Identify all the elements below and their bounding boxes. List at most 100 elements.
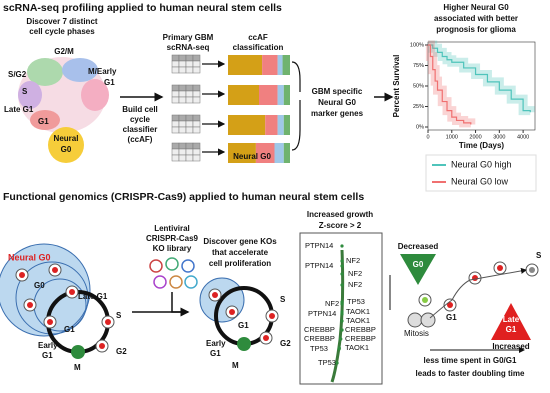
- label: Discover 7 distinct: [26, 17, 97, 26]
- scrna-tables: [171, 54, 290, 163]
- label: CRISPR-Cas9: [146, 234, 199, 243]
- gene-label: CREBBP: [345, 334, 376, 343]
- table-cell: [185, 54, 194, 62]
- label: G0: [34, 281, 45, 290]
- label: marker genes: [311, 109, 364, 118]
- table-cell: [192, 126, 201, 134]
- class-bar: [274, 143, 284, 163]
- table-cell: [171, 126, 180, 134]
- label: Lentiviral: [154, 224, 190, 233]
- gene-label: NF2: [348, 280, 362, 289]
- label: Primary GBM: [163, 33, 214, 42]
- table-cell: [178, 120, 187, 128]
- label: S: [116, 311, 122, 320]
- phase-label: Late G1: [4, 105, 34, 114]
- class-bar: [228, 55, 263, 75]
- gene-label: TP53: [318, 358, 336, 367]
- table-cell: [192, 142, 201, 150]
- gene-label: CREBBP: [304, 334, 335, 343]
- table-cell: [178, 154, 187, 162]
- x-tick-label: 1000: [446, 134, 458, 140]
- label: cell proliferation: [209, 259, 271, 268]
- gene-dot: [340, 259, 344, 263]
- label: classification: [233, 43, 284, 52]
- phase-label: G2/M: [54, 47, 74, 56]
- label: M: [232, 361, 239, 370]
- table-cell: [178, 142, 187, 150]
- label: Mitosis: [404, 329, 429, 338]
- gene-label: TP53: [347, 297, 365, 306]
- table-cell: [185, 114, 194, 122]
- label: KO library: [153, 244, 192, 253]
- table-cell: [185, 154, 194, 162]
- gene-dot: [340, 264, 344, 268]
- class-bar: [282, 55, 290, 75]
- label: Build cell: [122, 105, 158, 114]
- class-bar: [277, 115, 284, 135]
- table-cell: [185, 90, 194, 98]
- table-cell: [185, 142, 194, 150]
- label: Neural G0: [8, 252, 51, 262]
- table-cell: [192, 154, 201, 162]
- table-cell: [185, 60, 194, 68]
- gene-label: NF2: [325, 299, 339, 308]
- label: Late G1: [78, 292, 108, 301]
- table-cell: [192, 114, 201, 122]
- table-cell: [185, 148, 194, 156]
- table-cell: [178, 126, 187, 134]
- chart-title: associated with better: [434, 14, 518, 23]
- label: G0: [413, 260, 424, 269]
- table-cell: [171, 84, 180, 92]
- gene-label: NF2: [346, 256, 360, 265]
- phase-label: Neural: [54, 134, 79, 143]
- table-cell: [171, 154, 180, 162]
- table-cell: [178, 84, 187, 92]
- class-bar: [255, 143, 275, 163]
- table-cell: [185, 120, 194, 128]
- survival-chart: Higher Neural G0 associated with better pr…: [392, 3, 537, 192]
- legend-label: Neural G0 high: [451, 159, 512, 169]
- bracket: [291, 61, 301, 151]
- table-cell: [171, 114, 180, 122]
- transition-cells: [407, 261, 539, 328]
- class-bar: [283, 85, 290, 105]
- table-cell: [171, 120, 180, 128]
- virus-icons: [149, 257, 198, 289]
- table-cell: [192, 54, 201, 62]
- table-cell: [178, 66, 187, 74]
- gene-dot: [340, 283, 344, 287]
- label: Early: [38, 341, 58, 350]
- chart-title: Higher Neural G0: [443, 3, 509, 12]
- survival-curve: [428, 44, 531, 113]
- table-cell: [192, 96, 201, 104]
- gene-label: PTPN14: [305, 241, 333, 250]
- gene-label: TP53: [310, 344, 328, 353]
- table-cell: [185, 84, 194, 92]
- label: G2: [280, 339, 291, 348]
- label: cycle: [130, 115, 151, 124]
- phase-label: S: [22, 87, 28, 96]
- label: Discover gene KOs: [203, 237, 277, 246]
- legend-box: [425, 154, 537, 192]
- table-cell: [171, 54, 180, 62]
- label: G1: [506, 325, 517, 334]
- section-title: scRNA-seq profiling applied to human neu…: [3, 2, 282, 14]
- gene-dot: [340, 244, 344, 248]
- y-tick-label: 50%: [413, 83, 424, 89]
- class-bar: [228, 115, 266, 135]
- table-cell: [192, 66, 201, 74]
- phase-label: G0: [61, 145, 72, 154]
- class-bar: [283, 143, 290, 163]
- y-tick-label: 0%: [416, 124, 424, 130]
- label: Increased: [492, 342, 529, 351]
- phase-label: M/Early: [88, 67, 117, 76]
- label: Decreased: [398, 242, 439, 251]
- table-cell: [171, 90, 180, 98]
- gene-dot: [335, 361, 339, 365]
- table-cell: [192, 84, 201, 92]
- gene-label: TAOK1: [346, 307, 370, 316]
- class-bar: [262, 55, 278, 75]
- label: (ccAF): [128, 135, 153, 144]
- table-cell: [171, 148, 180, 156]
